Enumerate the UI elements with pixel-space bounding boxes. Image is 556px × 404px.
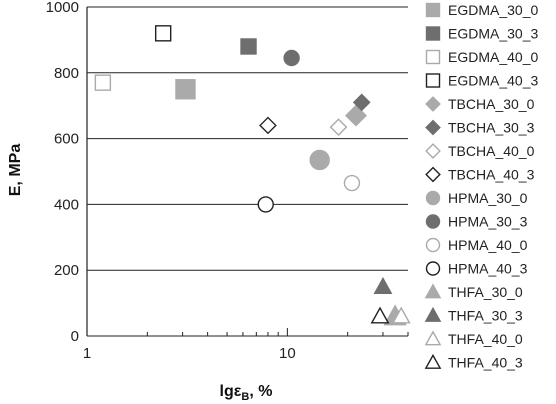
legend-marker	[425, 26, 441, 41]
legend-marker	[425, 237, 441, 253]
legend-marker	[425, 49, 441, 65]
data-point-thfa-40-0	[391, 306, 411, 324]
y-tick-label: 200	[54, 262, 79, 279]
legend-entry: TBCHA_30_3	[425, 119, 535, 136]
data-point-tbcha-40-3	[259, 116, 277, 135]
legend-label: EGDMA_30_3	[448, 26, 538, 42]
x-tick-label: 1	[83, 345, 91, 362]
legend-marker	[425, 214, 441, 229]
data-point-hpma-40-0	[343, 174, 361, 192]
legend-label: THFA_40_0	[448, 331, 523, 347]
x-axis-title-main: lgε	[220, 383, 242, 400]
data-point-egdma-30-3	[240, 38, 257, 55]
legend-entry: HPMA_40_3	[425, 261, 528, 277]
y-tick-label: 800	[54, 65, 79, 82]
legend-label: HPMA_30_0	[448, 190, 528, 206]
data-point-egdma-40-3	[154, 25, 172, 42]
legend-entry: THFA_40_0	[424, 330, 523, 347]
legend-marker	[424, 283, 442, 299]
legend-marker	[425, 261, 441, 276]
legend-label: THFA_30_0	[448, 284, 523, 300]
data-points	[94, 25, 411, 326]
grid-lines	[87, 6, 408, 337]
legend-marker	[425, 166, 441, 183]
y-tick-label: 400	[54, 196, 79, 213]
x-tick-label: 10	[279, 345, 296, 362]
legend-label: TBCHA_40_0	[448, 143, 535, 159]
legend-entry: THFA_40_3	[424, 353, 523, 371]
legend-label: HPMA_40_3	[448, 261, 528, 277]
legend-entry: EGDMA_40_3	[425, 73, 538, 89]
data-point-tbcha-30-3	[352, 93, 371, 112]
legend-entry: HPMA_30_0	[425, 190, 528, 206]
legend-entry: EGDMA_30_3	[425, 26, 538, 42]
legend-marker	[425, 143, 441, 159]
legend-entry: EGDMA_30_0	[425, 2, 538, 18]
x-axis-title-subscript: B	[241, 391, 249, 403]
data-point-tbcha-30-0	[345, 104, 367, 127]
data-point-egdma-40-0	[94, 74, 112, 91]
data-point-thfa-40-3	[370, 306, 390, 324]
axes	[86, 7, 409, 336]
legend-marker	[425, 73, 441, 88]
legend-entry: TBCHA_40_3	[425, 166, 535, 183]
data-point-tbcha-40-0	[329, 118, 348, 136]
legend-entry: HPMA_40_0	[425, 237, 528, 253]
legend-marker	[424, 306, 442, 322]
legend-marker	[425, 2, 441, 18]
y-tick-label: 0	[71, 328, 79, 345]
legend-marker	[424, 353, 442, 369]
legend-label: HPMA_30_3	[448, 214, 528, 230]
legend-entry: THFA_30_0	[424, 283, 523, 300]
legend-marker	[425, 96, 441, 112]
data-point-hpma-30-3	[283, 49, 300, 67]
legend-label: EGDMA_40_3	[448, 73, 538, 89]
legend-entry: TBCHA_30_0	[425, 96, 535, 112]
legend-entry: EGDMA_40_0	[425, 49, 538, 65]
legend-label: HPMA_40_0	[448, 237, 528, 253]
legend-marker	[425, 190, 441, 206]
data-point-thfa-30-3	[373, 276, 393, 294]
legend-marker	[424, 330, 442, 346]
legend-label: TBCHA_30_0	[448, 96, 535, 112]
tick-labels: 0 200 400 600 800 1000 1 10	[46, 0, 296, 362]
legend-marker	[425, 119, 441, 136]
y-tick-label: 1000	[46, 0, 79, 16]
data-point-hpma-30-0	[309, 149, 330, 171]
legend: EGDMA_30_0 EGDMA_30_3 EGDMA_40_0 EGDMA_40_3…	[424, 2, 538, 371]
legend-label: EGDMA_30_0	[448, 2, 538, 18]
x-axis-title-unit: , %	[249, 383, 272, 400]
legend-entry: HPMA_30_3	[425, 214, 528, 230]
legend-label: TBCHA_40_3	[448, 167, 535, 183]
data-point-hpma-40-3	[257, 196, 274, 213]
legend-label: EGDMA_40_0	[448, 49, 538, 65]
legend-label: TBCHA_30_3	[448, 120, 535, 136]
data-point-egdma-30-0	[175, 79, 196, 100]
legend-entry: THFA_30_3	[424, 306, 523, 324]
x-axis-title: lgεB, %	[220, 383, 273, 403]
legend-label: THFA_40_3	[448, 355, 523, 371]
legend-label: THFA_30_3	[448, 308, 523, 324]
y-tick-label: 600	[54, 131, 79, 148]
legend-entry: TBCHA_40_0	[425, 143, 535, 159]
y-axis-title: E, MPa	[7, 144, 24, 197]
